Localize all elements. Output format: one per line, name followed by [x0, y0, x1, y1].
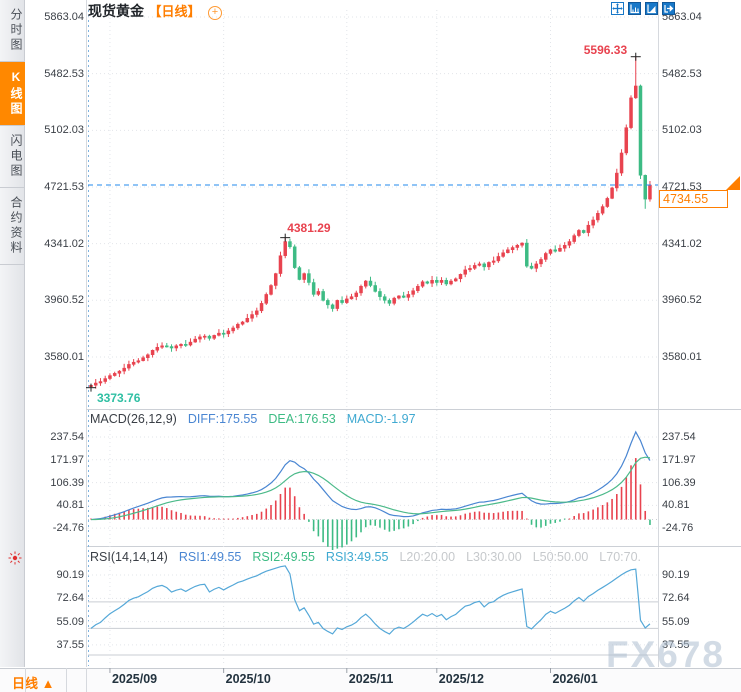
rsi-header-item: L20:20.00: [399, 550, 456, 564]
macd-axis-label-right: 237.54: [662, 430, 696, 443]
month-label: 2025/12: [438, 672, 484, 686]
price-axis-label-right: 5102.03: [662, 124, 702, 137]
axis-scale-icon[interactable]: [628, 2, 641, 15]
divider: [25, 668, 26, 692]
crosshair-move-icon[interactable]: [611, 2, 624, 15]
rsi-axis-label-left: 90.19: [56, 568, 84, 581]
macd-layer: [90, 430, 651, 550]
macd-axis-label-left: 40.81: [56, 499, 84, 512]
month-label: 2025/10: [225, 672, 271, 686]
month-label: 2026/01: [552, 672, 598, 686]
rsi-header-item: RSI3:49.55: [325, 550, 389, 564]
macd-axis-label-left: 106.39: [50, 476, 84, 489]
month-label: 2025/09: [111, 672, 158, 686]
rsi-axis-label-right: 55.09: [662, 615, 690, 628]
rsi-axis-label-left: 37.55: [56, 638, 84, 651]
rsi-axis-label-right: 72.64: [662, 592, 690, 605]
rsi-header-item: L30:30.00: [466, 550, 522, 564]
price-axis-label-right: 4341.02: [662, 237, 702, 250]
macd-axis-label-right: -24.76: [662, 522, 694, 535]
price-axis-label-left: 5482.53: [44, 67, 84, 80]
rsi-header: RSI(14,14,14) RSI1:49.55 RSI2:49.55 RSI3:49…: [90, 550, 652, 564]
axis-scale-fill-icon[interactable]: [645, 2, 658, 15]
macd-axis-label-left: 237.54: [50, 430, 84, 443]
add-indicator-icon[interactable]: +: [207, 6, 222, 20]
current-price-box: 4734.55: [659, 190, 728, 208]
price-axis-label-left: 3960.52: [44, 294, 84, 307]
rsi-header-item: RSI(14,14,14): [90, 550, 168, 564]
current-price-value: 4734.55: [663, 192, 709, 206]
rsi-line: [90, 565, 651, 635]
exit-right-icon[interactable]: [662, 2, 675, 15]
watermark: FX678: [606, 634, 726, 675]
macd-axis-label-right: 40.81: [662, 499, 690, 512]
period-tag[interactable]: 【日线】: [148, 4, 201, 19]
sidebar-tab-0[interactable]: 分时图: [0, 0, 25, 62]
price-axis-label-right: 4721.53: [662, 180, 702, 193]
sidebar-tab-2[interactable]: 闪电图: [0, 126, 25, 188]
price-axis-label-left: 5102.03: [44, 124, 84, 137]
rsi-header-item: RSI2:49.55: [252, 550, 315, 564]
low-price-label: 3373.76: [97, 390, 141, 405]
price-axis-label-right: 3580.01: [662, 350, 702, 363]
dea-line: [90, 456, 651, 521]
rsi-header-item: L50:50.00: [532, 550, 589, 564]
macd-header-item: DIFF:175.55: [187, 412, 258, 426]
macd-axis-label-right: 171.97: [662, 453, 696, 466]
macd-header-item: DEA:176.53: [268, 412, 336, 426]
price-flag-icon: [726, 176, 740, 190]
divider: [86, 668, 87, 692]
sidebar-tab-1[interactable]: K线图: [0, 62, 25, 126]
macd-axis-label-right: 106.39: [662, 476, 696, 489]
price-axis-label-left: 5863.04: [44, 10, 84, 23]
rsi-axis-label-right: 37.55: [662, 638, 690, 651]
burst-icon[interactable]: [8, 551, 22, 565]
chart-toolbar: [611, 2, 675, 15]
macd-header-item: MACD:-1.97: [346, 412, 416, 426]
rsi-axis-label-right: 90.19: [662, 568, 690, 581]
swing-high-label: 4381.29: [287, 220, 331, 235]
rsi-axis-label-left: 72.64: [56, 592, 84, 605]
macd-header-item: MACD(26,12,9): [90, 412, 177, 426]
candles-layer: [89, 56, 652, 389]
price-axis-label-right: 3960.52: [662, 294, 702, 307]
high-price-label: 5596.33: [583, 42, 628, 57]
rsi-axis-label-left: 55.09: [56, 615, 84, 628]
symbol-title: 现货黄金: [88, 3, 144, 19]
sidebar: 分时图 K线图 闪电图 合约资料: [0, 0, 25, 667]
rsi-header-item: L70:70.: [599, 550, 642, 564]
rsi-header-item: RSI1:49.55: [178, 550, 242, 564]
price-axis-label-left: 3580.01: [44, 350, 84, 363]
price-axis-label-right: 5482.53: [662, 67, 702, 80]
title-bar: 现货黄金 【日线】 +: [88, 1, 222, 20]
price-axis-label-left: 4341.02: [44, 237, 84, 250]
diff-line: [90, 430, 651, 521]
price-axis-label-left: 4721.53: [44, 180, 84, 193]
time-axis-bar: 日线 ▲: [0, 668, 741, 692]
macd-axis-label-left: 171.97: [50, 453, 84, 466]
sidebar-tab-3[interactable]: 合约资料: [0, 188, 25, 265]
period-selector[interactable]: 日线 ▲: [12, 676, 55, 691]
macd-axis-label-left: -24.76: [52, 522, 84, 535]
divider: [66, 668, 67, 692]
macd-header: MACD(26,12,9) DIFF:175.55 DEA:176.53 MACD:-…: [90, 412, 427, 426]
month-label: 2025/11: [348, 672, 394, 686]
